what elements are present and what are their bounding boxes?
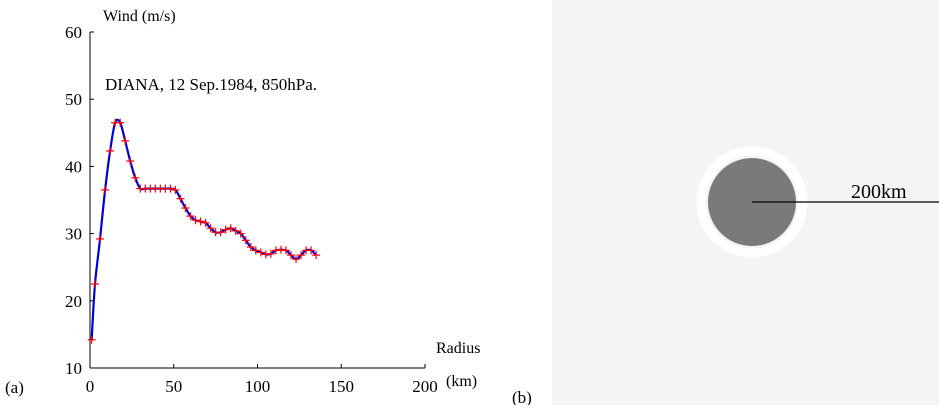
data-point-marker <box>121 136 130 145</box>
data-point-marker <box>166 184 175 193</box>
x-axis-label-line1: Radius <box>436 340 480 357</box>
data-point-marker <box>266 249 275 258</box>
data-point-marker <box>297 251 306 260</box>
x-tick-label: 100 <box>245 377 271 396</box>
data-point-marker <box>271 246 280 255</box>
chart-title: DIANA, 12 Sep.1984, 850hPa. <box>105 75 317 94</box>
x-tick-label: 150 <box>329 377 355 396</box>
y-tick-label: 10 <box>65 359 82 378</box>
data-point-marker <box>281 246 290 255</box>
data-point-marker <box>276 245 285 254</box>
x-tick-label: 50 <box>165 377 182 396</box>
data-point-marker <box>201 218 210 227</box>
series-marker-layer <box>87 118 321 344</box>
scale-label: 200km <box>851 181 907 203</box>
data-point-marker <box>216 228 225 237</box>
series-line-layer <box>90 118 317 340</box>
data-point-marker <box>261 250 270 259</box>
data-point-marker <box>191 216 200 225</box>
y-axis-label: Wind (m/s) <box>103 8 176 25</box>
panel-label-a: (a) <box>5 378 24 397</box>
data-point-marker <box>186 212 195 221</box>
data-point-marker <box>251 246 260 255</box>
data-point-marker <box>287 251 295 260</box>
data-point-marker <box>236 229 245 238</box>
x-axis-label-line2: (km) <box>446 373 477 390</box>
data-point-marker <box>196 217 205 226</box>
data-point-marker <box>91 280 100 288</box>
x-tick-label: 0 <box>86 377 95 396</box>
data-point-marker <box>292 255 301 264</box>
data-point-marker <box>101 185 110 194</box>
data-point-marker <box>181 204 190 213</box>
data-point-marker <box>221 225 230 234</box>
data-point-marker <box>312 251 321 260</box>
data-point-marker <box>246 243 255 252</box>
y-tick-label: 50 <box>65 90 82 109</box>
y-tick-label: 30 <box>65 225 82 244</box>
data-point-marker <box>176 194 185 203</box>
chart-ticks: 10 20 30 40 50 60 0 50 100 150 200 <box>65 23 438 396</box>
data-point-marker <box>106 146 115 155</box>
data-point-marker <box>256 248 265 257</box>
x-tick-label: 200 <box>412 377 438 396</box>
y-tick-label: 20 <box>65 292 82 311</box>
data-point-marker <box>231 226 240 235</box>
wind-profile-line <box>90 118 317 340</box>
data-point-marker <box>241 236 250 245</box>
panel-label-b: (b) <box>512 388 532 405</box>
data-point-marker <box>126 157 135 166</box>
y-tick-label: 60 <box>65 23 82 42</box>
data-point-marker <box>131 173 140 182</box>
data-point-marker <box>307 246 316 255</box>
y-tick-label: 40 <box>65 157 82 176</box>
data-point-marker <box>206 224 215 233</box>
data-point-marker <box>171 185 180 194</box>
data-point-marker <box>96 234 105 243</box>
ring-pattern-panel: (b) 200km <box>512 0 939 405</box>
data-point-marker <box>226 224 235 233</box>
data-point-marker <box>87 335 96 344</box>
data-point-marker <box>116 118 125 127</box>
